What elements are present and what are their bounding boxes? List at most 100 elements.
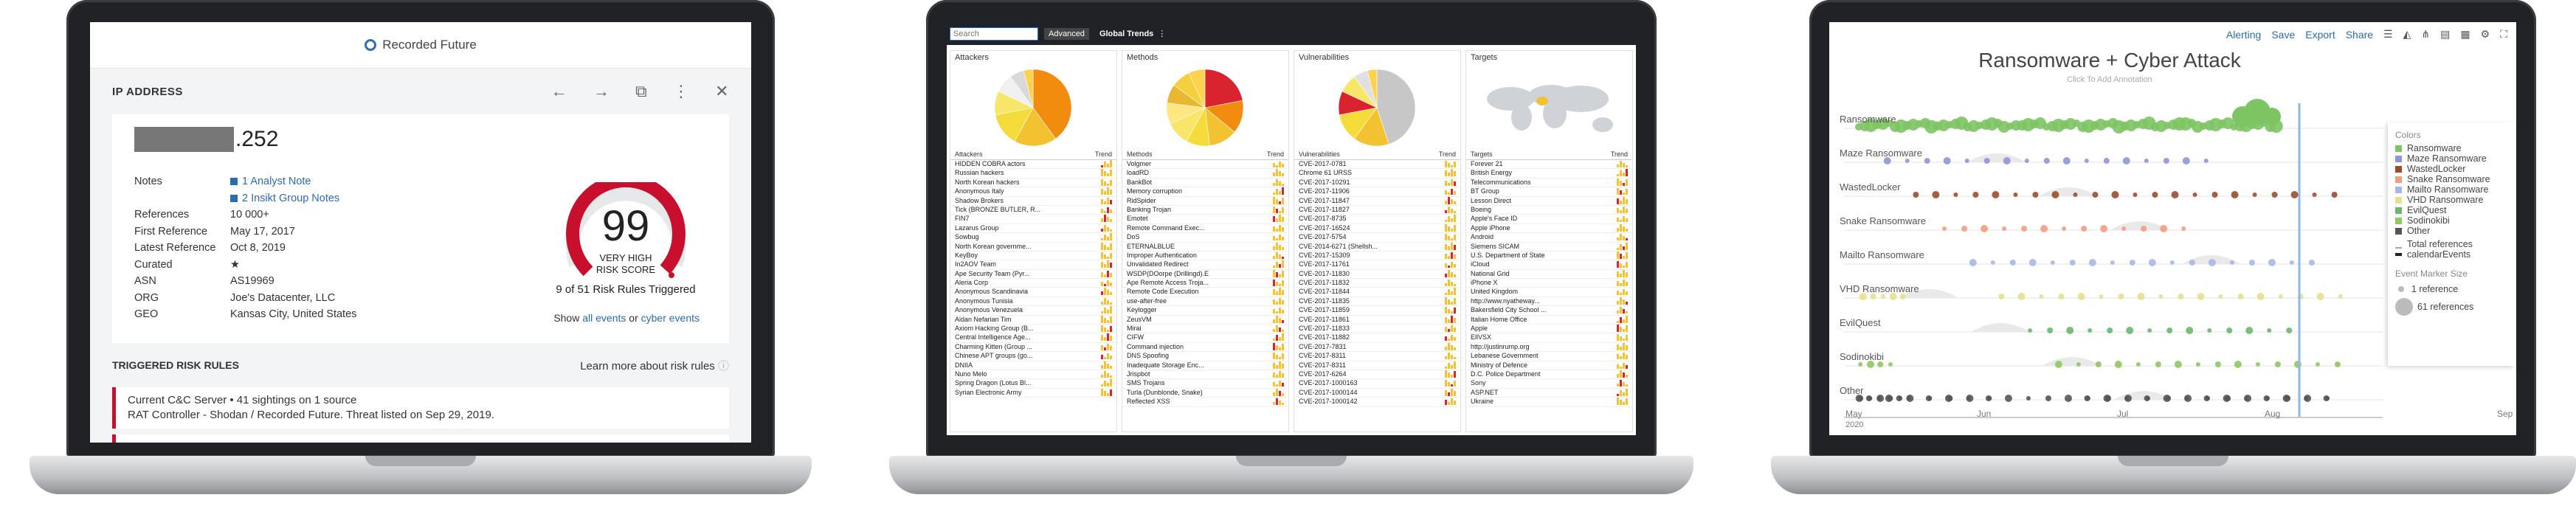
table-row[interactable]: Chinese APT groups (go... — [950, 352, 1116, 361]
table-row[interactable]: Ape Remote Access Troja... — [1122, 279, 1288, 288]
table-row[interactable]: Shadow Brokers — [950, 197, 1116, 206]
event-marker[interactable] — [2255, 362, 2260, 367]
table-row[interactable]: British Energy — [1466, 169, 1632, 179]
table-row[interactable]: Sowbug — [950, 233, 1116, 243]
event-marker[interactable] — [2148, 259, 2156, 266]
column-header[interactable]: Trend — [1438, 150, 1456, 158]
column-header[interactable]: Trend — [1094, 150, 1112, 158]
event-marker[interactable] — [2047, 327, 2054, 333]
table-row[interactable]: Forever 21 — [1466, 160, 1632, 170]
event-marker[interactable] — [2137, 293, 2145, 300]
event-marker[interactable] — [2263, 108, 2281, 125]
event-marker[interactable] — [2234, 361, 2242, 368]
all-events-link[interactable]: all events — [582, 312, 626, 324]
event-marker[interactable] — [2054, 361, 2062, 368]
export-button[interactable]: Export — [2305, 28, 2335, 41]
table-row[interactable]: CVE-2017-11847 — [1294, 196, 1460, 206]
event-marker[interactable] — [2245, 327, 2254, 334]
event-marker[interactable] — [2165, 395, 2172, 401]
event-marker[interactable] — [2256, 293, 2265, 300]
event-marker[interactable] — [2267, 328, 2272, 333]
event-marker[interactable] — [1876, 118, 1889, 130]
legend-item[interactable]: Mailto Ransomware — [2395, 184, 2507, 195]
table-row[interactable]: CVE-2017-0781 — [1294, 160, 1460, 170]
table-row[interactable]: Central Intelligence Age... — [950, 333, 1116, 343]
event-marker[interactable] — [1967, 120, 1980, 132]
event-marker[interactable] — [2226, 327, 2233, 333]
search-input[interactable] — [950, 27, 1038, 41]
event-marker[interactable] — [1868, 396, 1873, 401]
table-row[interactable]: Android — [1466, 233, 1632, 243]
table-row[interactable]: CVE-2017-1000142 — [1294, 398, 1460, 407]
event-marker[interactable] — [2203, 159, 2209, 163]
event-marker[interactable] — [2002, 226, 2007, 231]
table-row[interactable]: Siemens SICAM — [1466, 242, 1632, 252]
event-marker[interactable] — [2178, 294, 2184, 299]
event-marker[interactable] — [2316, 293, 2324, 300]
event-marker[interactable] — [2032, 192, 2039, 198]
map-region[interactable] — [1553, 86, 1609, 112]
open-external-icon[interactable]: ⧉ — [635, 82, 648, 100]
event-marker[interactable] — [2184, 395, 2192, 402]
table-row[interactable]: SMS Trojans — [1122, 379, 1288, 389]
event-marker[interactable] — [2118, 294, 2124, 299]
column-header[interactable]: Trend — [1266, 150, 1284, 158]
event-marker[interactable] — [1932, 191, 1940, 198]
event-marker[interactable] — [2114, 361, 2122, 368]
event-marker[interactable] — [1870, 294, 1876, 299]
table-row[interactable]: CVE-2017-10291 — [1294, 179, 1460, 188]
legend-item[interactable]: EvilQuest — [2395, 205, 2507, 215]
pie-chart[interactable] — [1122, 66, 1285, 150]
table-row[interactable]: http://www.nyatheway... — [1466, 297, 1632, 307]
table-row[interactable]: Italian Home Office — [1466, 315, 1632, 325]
event-marker[interactable] — [2088, 328, 2093, 333]
event-marker[interactable] — [2088, 259, 2096, 266]
event-marker[interactable] — [2084, 159, 2089, 163]
pie-chart[interactable] — [950, 66, 1113, 150]
map-region[interactable] — [1511, 104, 1532, 131]
table-row[interactable]: Syrian Electronic Army — [950, 388, 1116, 398]
table-row[interactable]: CVE-2017-8735 — [1294, 215, 1460, 224]
table-row[interactable]: CVE-2017-1000163 — [1294, 379, 1460, 389]
table-row[interactable]: Ape Security Team (Pyr... — [950, 270, 1116, 280]
event-marker[interactable] — [2331, 192, 2338, 198]
event-marker[interactable] — [1876, 395, 1885, 402]
back-arrow-icon[interactable]: ← — [550, 82, 568, 100]
event-marker[interactable] — [2103, 158, 2110, 164]
event-marker[interactable] — [2125, 119, 2137, 131]
event-marker[interactable] — [2017, 293, 2026, 300]
event-marker[interactable] — [2192, 121, 2204, 133]
event-marker[interactable] — [1969, 259, 1977, 266]
table-row[interactable]: CVE-2017-15309 — [1294, 252, 1460, 261]
event-marker[interactable] — [1877, 361, 1884, 367]
table-row[interactable]: Anonymous Scandinavia — [950, 288, 1116, 297]
event-marker[interactable] — [2195, 362, 2200, 367]
table-row[interactable]: loadRD — [1122, 169, 1288, 179]
panel-chart[interactable] — [1122, 66, 1288, 150]
table-row[interactable]: Apple — [1466, 325, 1632, 334]
event-marker[interactable] — [1898, 396, 1903, 401]
event-marker[interactable] — [1899, 294, 1906, 299]
event-marker[interactable] — [2064, 395, 2072, 402]
table-view-icon[interactable]: ☰ — [2383, 28, 2393, 40]
event-marker[interactable] — [2207, 328, 2212, 333]
add-annotation-hint[interactable]: Click To Add Annotation — [2067, 75, 2152, 84]
event-marker[interactable] — [2122, 157, 2130, 164]
event-marker[interactable] — [2271, 192, 2278, 198]
column-header[interactable]: Targets — [1471, 150, 1493, 158]
timeline-chart[interactable] — [1829, 22, 2516, 435]
table-row[interactable]: Lesson Direct — [1466, 196, 1632, 206]
table-row[interactable]: use-after-free — [1122, 297, 1288, 307]
table-row[interactable]: Reflected XSS — [1122, 398, 1288, 407]
event-marker[interactable] — [2111, 191, 2119, 198]
event-marker[interactable] — [2181, 226, 2186, 231]
table-row[interactable]: Apple's Face ID — [1466, 215, 1632, 224]
table-row[interactable]: In2AOV Team — [950, 260, 1116, 270]
advanced-button[interactable]: Advanced — [1044, 27, 1089, 40]
event-marker[interactable] — [1947, 395, 1953, 401]
legend-item[interactable]: VHD Ransomware — [2395, 195, 2507, 205]
event-marker[interactable] — [2003, 157, 2011, 164]
table-row[interactable]: CVE-2017-8311 — [1294, 352, 1460, 361]
global-trends-tab[interactable]: Global Trends — [1099, 29, 1154, 38]
event-marker[interactable] — [2197, 293, 2205, 300]
